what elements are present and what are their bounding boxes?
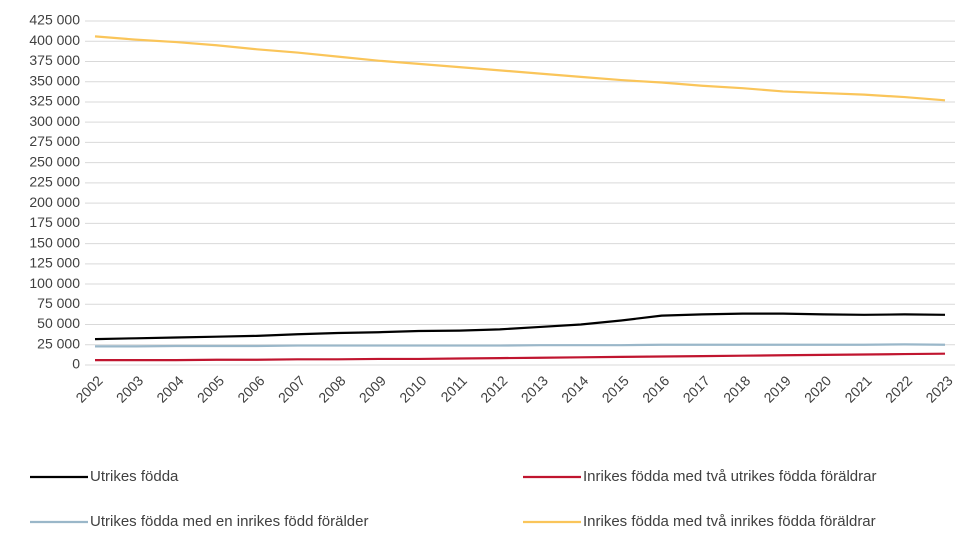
y-tick-label: 225 000 <box>29 174 80 190</box>
x-tick-label: 2019 <box>760 372 793 405</box>
x-tick-label: 2009 <box>356 372 389 405</box>
series-line <box>95 352 946 362</box>
x-tick-label: 2016 <box>639 372 672 405</box>
x-tick-label: 2005 <box>194 372 227 405</box>
x-tick-label: 2002 <box>72 372 105 405</box>
x-tick-label: 2008 <box>315 372 348 405</box>
series-line <box>95 343 946 348</box>
y-tick-label: 25 000 <box>37 335 80 351</box>
y-tick-label: 150 000 <box>29 234 80 250</box>
series-line <box>94 312 946 341</box>
x-tick-label: 2003 <box>113 372 146 405</box>
x-tick-label: 2015 <box>599 372 632 405</box>
y-tick-label: 75 000 <box>37 295 80 311</box>
x-tick-label: 2014 <box>558 372 591 405</box>
x-tick-label: 2010 <box>396 372 429 405</box>
legend-label: Utrikes födda <box>90 468 179 485</box>
y-tick-label: 250 000 <box>29 153 80 169</box>
x-tick-label: 2020 <box>801 372 834 405</box>
x-tick-label: 2022 <box>882 372 915 405</box>
y-tick-label: 100 000 <box>29 275 80 291</box>
x-tick-label: 2007 <box>275 372 308 405</box>
legend-label: Inrikes födda med två inrikes födda förä… <box>583 513 876 530</box>
x-tick-label: 2012 <box>477 372 510 405</box>
x-tick-label: 2021 <box>841 372 874 405</box>
x-tick-label: 2017 <box>680 372 713 405</box>
y-tick-label: 400 000 <box>29 32 80 48</box>
x-tick-label: 2023 <box>922 372 955 405</box>
y-tick-label: 50 000 <box>37 315 80 331</box>
y-tick-label: 125 000 <box>29 255 80 271</box>
x-tick-label: 2013 <box>518 372 551 405</box>
y-tick-label: 0 <box>72 356 80 372</box>
x-tick-label: 2011 <box>437 372 470 405</box>
y-tick-label: 325 000 <box>29 93 80 109</box>
y-tick-label: 350 000 <box>29 72 80 88</box>
legend-label: Utrikes födda med en inrikes född föräld… <box>90 513 368 530</box>
series-line <box>94 35 946 102</box>
x-tick-label: 2018 <box>720 372 753 405</box>
y-tick-label: 300 000 <box>29 113 80 129</box>
y-tick-label: 375 000 <box>29 52 80 68</box>
x-tick-label: 2004 <box>153 372 186 405</box>
y-tick-label: 175 000 <box>29 214 80 230</box>
y-tick-label: 200 000 <box>29 194 80 210</box>
legend-label: Inrikes födda med två utrikes födda förä… <box>583 468 876 485</box>
x-tick-label: 2006 <box>234 372 267 405</box>
y-tick-label: 425 000 <box>29 12 80 28</box>
y-tick-label: 275 000 <box>29 133 80 149</box>
